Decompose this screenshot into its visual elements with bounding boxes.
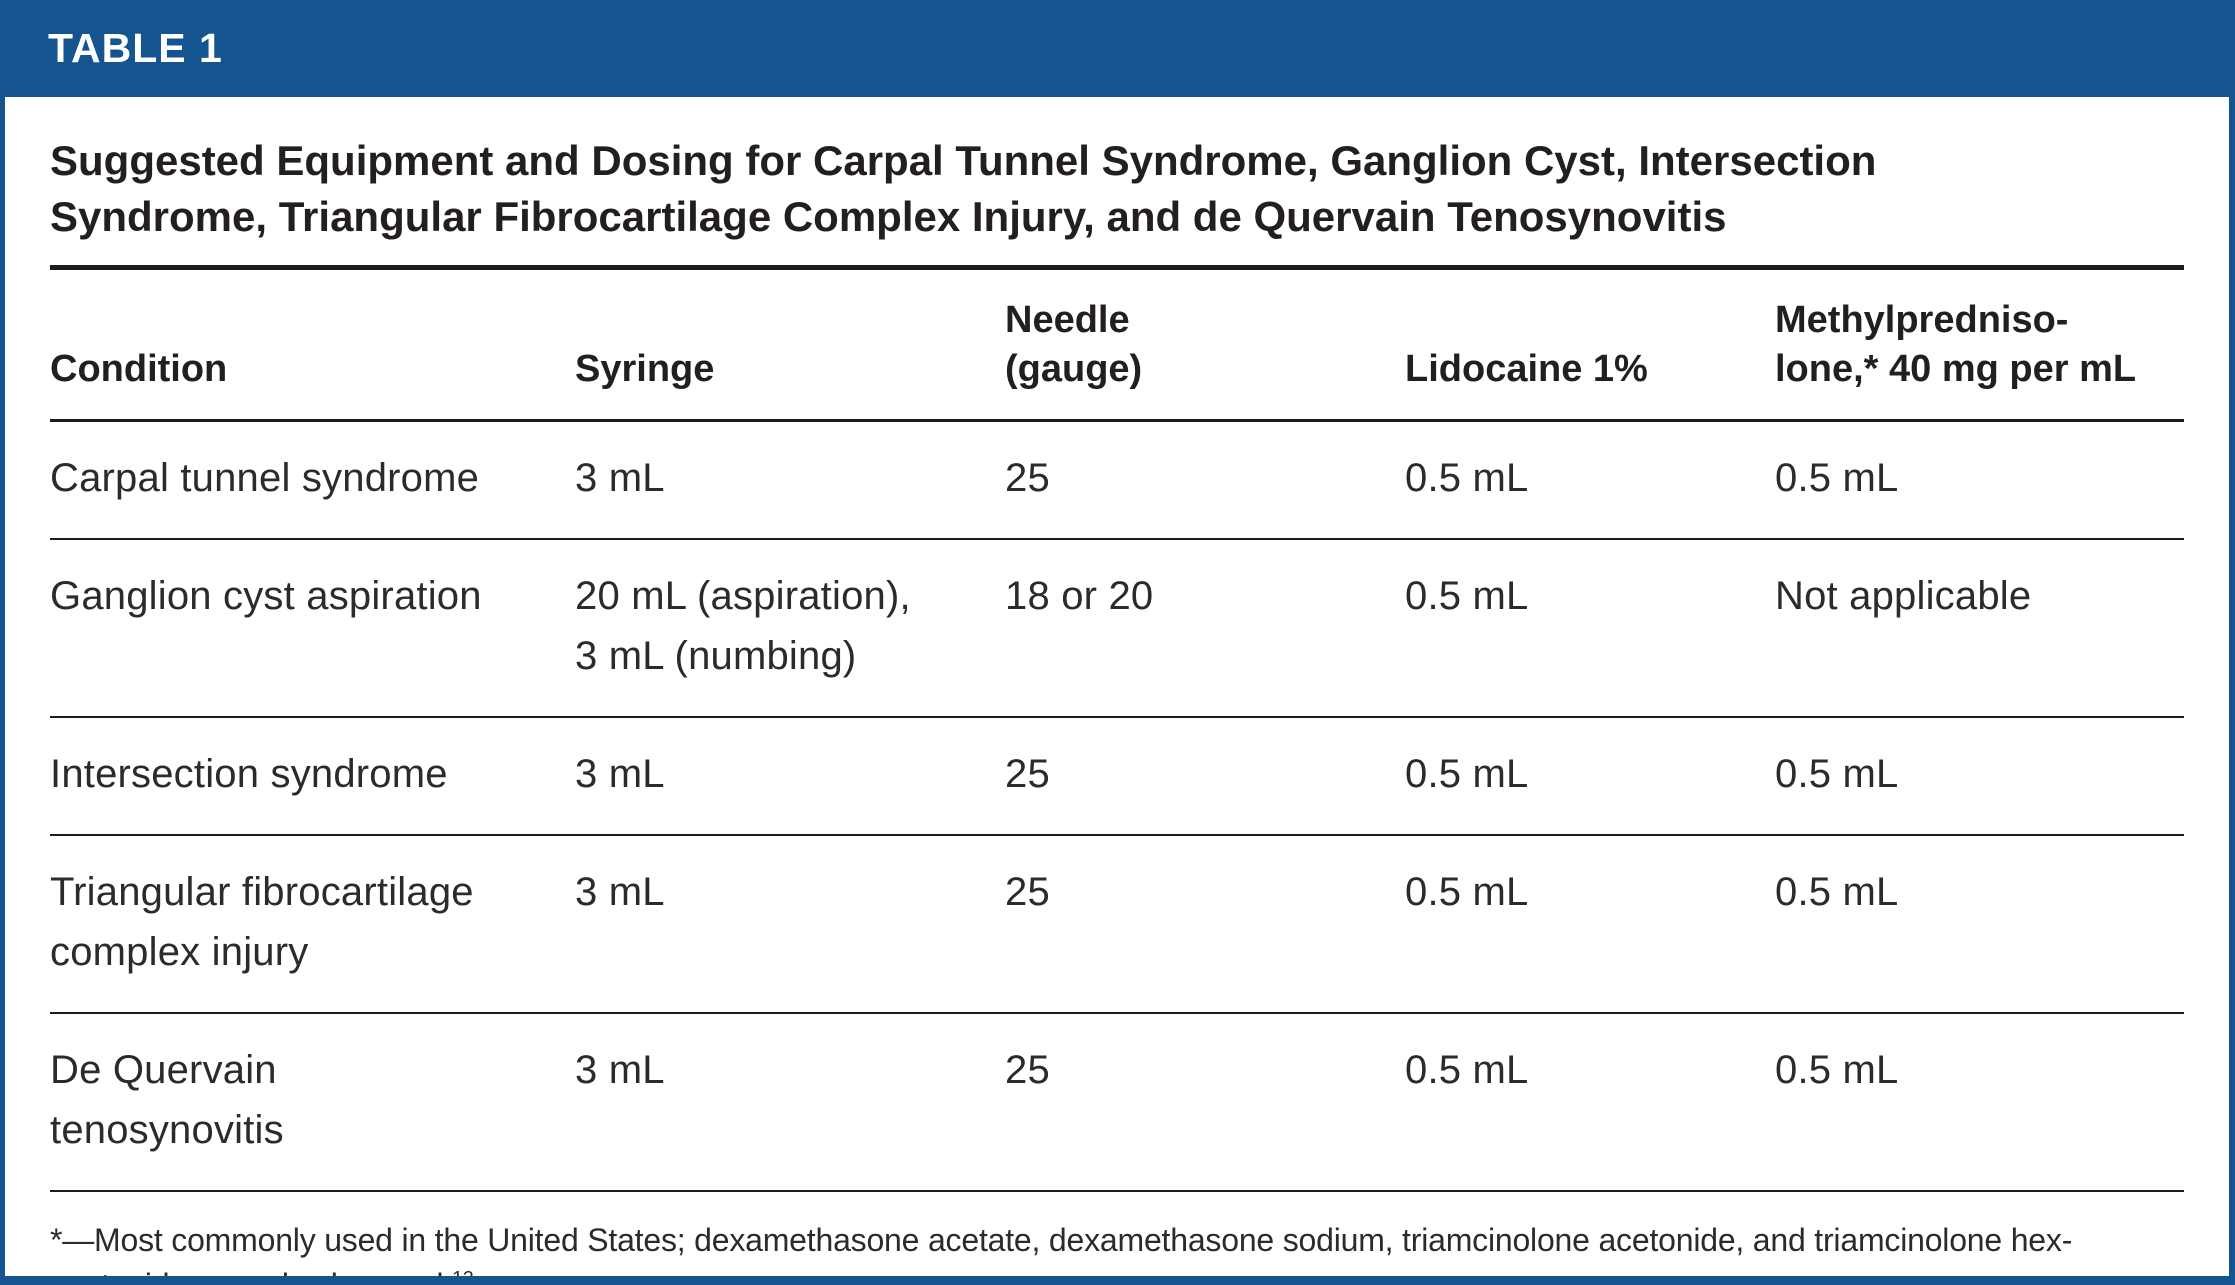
table-row: Intersection syndrome 3 mL 25 0.5 mL 0.5 mL <box>50 716 2184 836</box>
column-header: Syringe <box>575 264 1005 422</box>
table-header-row: Condition Syringe Needle (gauge) Lidocaine 1… <box>50 264 2184 422</box>
footnote-asterisk-text: *—Most commonly used in the United State… <box>50 1221 2073 1277</box>
table-cell: 0.5 mL <box>1405 834 1775 1014</box>
footnote-reference-superscript: 12 <box>452 1267 474 1276</box>
table-title-line-1: Suggested Equipment and Dosing for Carpa… <box>50 137 1877 184</box>
column-header: Lidocaine 1% <box>1405 264 1775 422</box>
table-row: Ganglion cyst aspiration 20 mL (aspiratio… <box>50 538 2184 718</box>
equipment-dosing-table: Condition Syringe Needle (gauge) Lidocaine 1… <box>50 264 2184 1192</box>
table-cell: Carpal tunnel syndrome <box>50 420 575 540</box>
table-cell: 25 <box>1005 420 1405 540</box>
table-body: Carpal tunnel syndrome 3 mL 25 0.5 mL 0.5 mL… <box>50 420 2184 1192</box>
table-cell: 0.5 mL <box>1775 716 2184 836</box>
table-cell: 0.5 mL <box>1405 538 1775 718</box>
table-cell: 3 mL <box>575 1012 1005 1192</box>
table-row: De Quervain tenosynovitis 3 mL 25 0.5 mL 0.5 … <box>50 1012 2184 1192</box>
table-cell: 0.5 mL <box>1405 716 1775 836</box>
table-cell: De Quervain tenosynovitis <box>50 1012 575 1192</box>
table-cell: Intersection syndrome <box>50 716 575 836</box>
table-cell: 25 <box>1005 834 1405 1014</box>
table-title-line-2: Syndrome, Triangular Fibrocartilage Comp… <box>50 192 1727 240</box>
table-cell: 0.5 mL <box>1405 420 1775 540</box>
table-cell: 3 mL <box>575 716 1005 836</box>
table-cell: 25 <box>1005 716 1405 836</box>
footnote-asterisk: *—Most commonly used in the United State… <box>50 1218 2184 1277</box>
table-cell: 20 mL (aspiration), 3 mL (numbing) <box>575 538 1005 718</box>
table-row: Triangular fibrocartilage complex injury 3… <box>50 834 2184 1014</box>
column-header: Methylpredniso-lone,* 40 mg per mL <box>1775 264 2184 422</box>
table-cell: 3 mL <box>575 420 1005 540</box>
table-cell: 18 or 20 <box>1005 538 1405 718</box>
table-tag-label: TABLE 1 <box>48 25 223 71</box>
table-cell: 0.5 mL <box>1405 1012 1775 1192</box>
table-cell: 0.5 mL <box>1775 834 2184 1014</box>
table-cell: Ganglion cyst aspiration <box>50 538 575 718</box>
column-header: Needle (gauge) <box>1005 264 1405 422</box>
table-cell: 3 mL <box>575 834 1005 1014</box>
table-cell: 0.5 mL <box>1775 1012 2184 1192</box>
table-cell: 25 <box>1005 1012 1405 1192</box>
table-cell: Not applicable <box>1775 538 2184 718</box>
table-title: Suggested Equipment and Dosing for Carpa… <box>50 133 2184 245</box>
table-panel: Suggested Equipment and Dosing for Carpa… <box>5 97 2229 1276</box>
table-cell: 0.5 mL <box>1775 420 2184 540</box>
table-cell: Triangular fibrocartilage complex injury <box>50 834 575 1014</box>
table-row: Carpal tunnel syndrome 3 mL 25 0.5 mL 0.5 mL <box>50 420 2184 540</box>
column-header: Condition <box>50 264 575 422</box>
table-tag-bar: TABLE 1 <box>0 0 2235 97</box>
